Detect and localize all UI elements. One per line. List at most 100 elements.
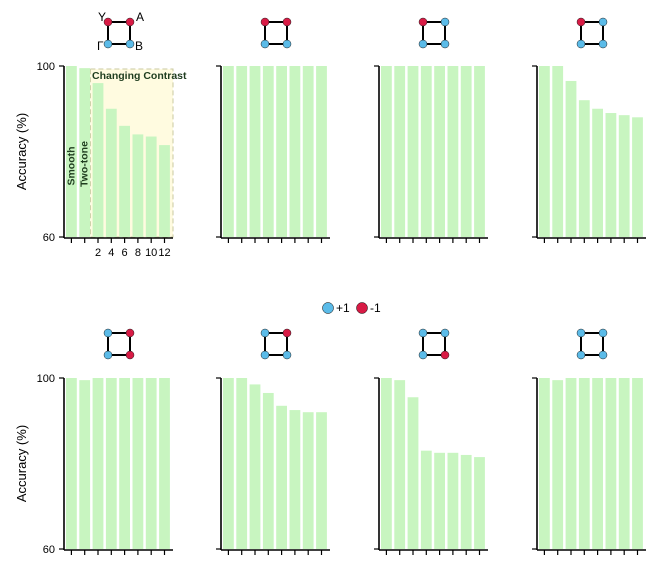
bar-6-2 (236, 378, 248, 549)
panels: 2 4 6 8 10 12 60 100 Accuracy (%) Changing Contra… (14, 10, 646, 556)
square-edges (107, 21, 131, 45)
chart-panel-7 (374, 328, 488, 555)
y-axis-label: Accuracy (%) (14, 113, 29, 190)
x-tick-label: 6 (122, 247, 128, 259)
x-tick-label: 4 (108, 247, 114, 259)
y-tick-label-min: 60 (43, 232, 55, 244)
corner-dot (598, 39, 608, 49)
chart-panel-6 (216, 328, 330, 555)
bar-5-3 (92, 378, 104, 549)
y-tick-label-max: 100 (37, 373, 55, 385)
corner-label-tr: A (136, 10, 144, 24)
bar-3-7 (460, 66, 472, 237)
chart-panel-3 (374, 17, 488, 243)
bar-1-6 (132, 134, 144, 237)
corner-dot (282, 17, 292, 27)
square-edges (107, 332, 131, 356)
x-tick-label: 10 (145, 247, 157, 259)
bar-5-1 (66, 378, 77, 549)
bar-6-6 (289, 410, 301, 549)
bar-2-3 (249, 66, 261, 237)
bar-8-6 (605, 378, 617, 549)
square-lattice-icon (418, 328, 450, 360)
corner-dot (282, 39, 292, 49)
square-edges (580, 21, 604, 45)
corner-dot (440, 39, 450, 49)
corner-dot (440, 17, 450, 27)
bar-7-1 (381, 378, 392, 549)
corner-dot (598, 350, 608, 360)
corner-dot (440, 350, 450, 360)
bar-5-7 (145, 378, 157, 549)
bar-1-4 (105, 108, 117, 237)
corner-dot (576, 328, 586, 338)
corner-dot (103, 350, 113, 360)
legend: +1 -1 (322, 301, 381, 315)
bar-8-5 (592, 378, 603, 549)
bar-2-6 (289, 66, 301, 237)
bar-6-1 (223, 378, 234, 549)
corner-dot (125, 350, 135, 360)
bar-4-6 (605, 113, 617, 237)
corner-dot (103, 39, 113, 49)
corner-dot (125, 39, 135, 49)
bar-6-8 (316, 412, 327, 549)
bar-8-7 (618, 378, 630, 549)
legend-pos-label: +1 (336, 301, 350, 315)
bar-7-6 (447, 452, 459, 549)
corner-dot (576, 350, 586, 360)
bar-7-4 (420, 450, 432, 549)
corner-label-tl: Y (98, 10, 106, 24)
chart-panel-5: 60 100 Accuracy (%) (14, 328, 173, 556)
corner-dot (282, 328, 292, 338)
changing-contrast-label: Changing Contrast (92, 70, 187, 82)
x-tick-label: 8 (135, 247, 141, 259)
bar-3-4 (420, 66, 432, 237)
bar-5-2 (79, 380, 91, 549)
bar-3-5 (434, 66, 445, 237)
chart-panel-1: 2 4 6 8 10 12 60 100 Accuracy (%) Changing Contra… (14, 10, 187, 259)
bar-2-5 (276, 66, 287, 237)
bar-8-1 (539, 378, 550, 549)
bar-4-7 (618, 115, 630, 237)
bar-2-1 (223, 66, 234, 237)
bar-4-2 (552, 66, 564, 237)
square-lattice-icon (103, 328, 135, 360)
corner-dot (103, 17, 113, 27)
bar-2-2 (236, 66, 248, 237)
bar-8-8 (632, 378, 643, 549)
corner-dot (260, 328, 270, 338)
bar-5-8 (159, 378, 170, 549)
bar-3-1 (381, 66, 392, 237)
square-lattice-icon (418, 17, 450, 49)
square-edges (580, 332, 604, 356)
corner-dot (260, 17, 270, 27)
chart-panel-8 (532, 328, 646, 555)
bar-4-4 (578, 100, 590, 237)
bar-5-4 (105, 378, 117, 549)
bar-1-2 (79, 68, 91, 237)
corner-dot (418, 39, 428, 49)
corner-label-br: B (135, 39, 143, 53)
corner-dot (576, 39, 586, 49)
bar-8-3 (565, 378, 577, 549)
corner-dot (125, 328, 135, 338)
legend-pos-marker (322, 302, 334, 314)
x-tick-label: 2 (95, 247, 101, 259)
square-lattice-icon (576, 328, 608, 360)
bar-8-4 (578, 378, 590, 549)
corner-dot (125, 17, 135, 27)
bar-4-8 (632, 117, 643, 237)
bar-3-6 (447, 66, 459, 237)
bar-6-5 (276, 405, 287, 549)
bar-8-2 (552, 380, 564, 549)
corner-dot (418, 350, 428, 360)
bar-6-3 (249, 384, 261, 549)
bar-3-2 (394, 66, 406, 237)
corner-dot (260, 39, 270, 49)
chart-panel-2 (216, 17, 330, 243)
bar-7-2 (394, 380, 406, 549)
bar-1-8 (159, 145, 170, 237)
corner-dot (418, 17, 428, 27)
